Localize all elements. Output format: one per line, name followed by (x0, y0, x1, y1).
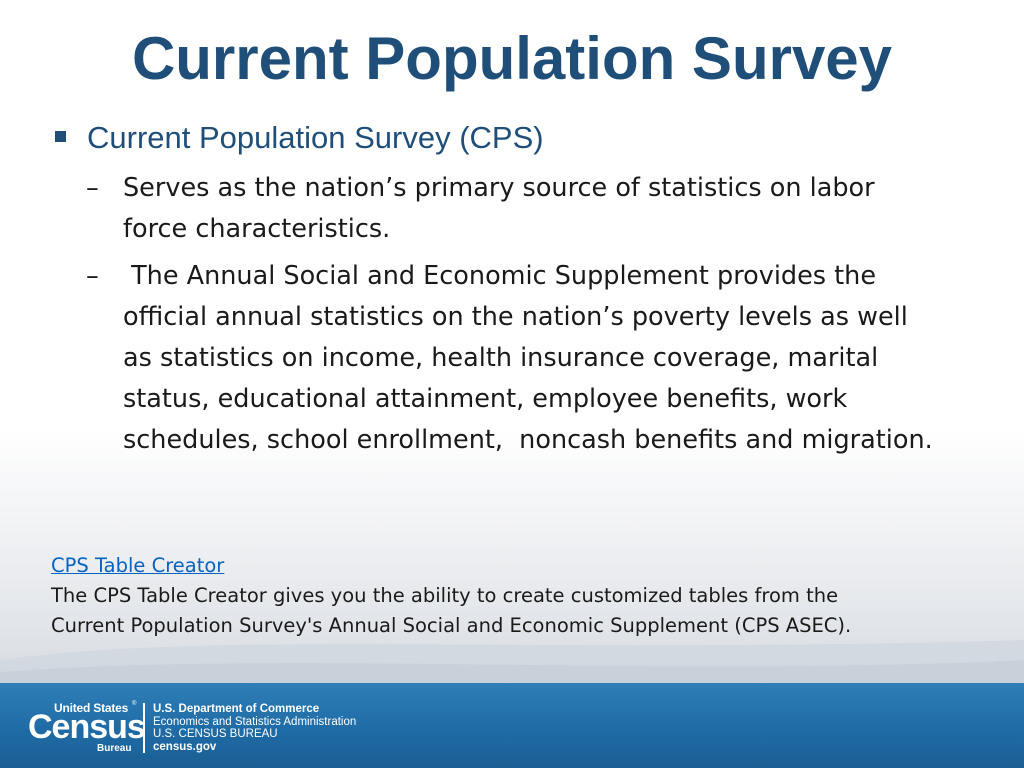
logo-trademark: ® (132, 701, 137, 707)
dept-line: census.gov (153, 740, 217, 753)
census-bureau-logo: United States ® Census Bureau (28, 701, 146, 755)
dept-line: Economics and Statistics Administration (153, 715, 357, 728)
department-text: U.S. Department of Commerce Economics an… (153, 703, 356, 753)
footer-divider (143, 703, 145, 753)
cps-table-creator-link[interactable]: CPS Table Creator (51, 554, 225, 577)
footer-band: United States ® Census Bureau U.S. Depar… (0, 683, 1024, 768)
sub-item-text: The Annual Social and Economic Supplemen… (123, 261, 933, 455)
table-creator-note: CPS Table Creator The CPS Table Creator … (51, 551, 951, 641)
dash-bullet: – (86, 173, 99, 203)
background-swoosh (0, 640, 1024, 690)
slide-title: Current Population Survey (131, 25, 893, 92)
sub-item-asec: – The Annual Social and Economic Supplem… (86, 256, 946, 506)
dept-line: U.S. CENSUS BUREAU (153, 728, 278, 740)
sub-item-labor-force: – Serves as the nation’s primary source … (86, 168, 946, 258)
logo-bureau: Bureau (97, 743, 132, 754)
dept-line: U.S. Department of Commerce (153, 703, 320, 715)
square-bullet-icon (55, 131, 66, 142)
sub-item-text: Serves as the nation’s primary source of… (123, 173, 875, 244)
logo-united-states: United States (54, 701, 129, 715)
bullet-text: Current Population Survey (CPS) (87, 120, 544, 155)
logo-census: Census (28, 708, 146, 746)
dash-bullet: – (86, 261, 99, 291)
note-line: Current Population Survey's Annual Socia… (51, 614, 852, 637)
note-line: The CPS Table Creator gives you the abil… (51, 584, 839, 607)
